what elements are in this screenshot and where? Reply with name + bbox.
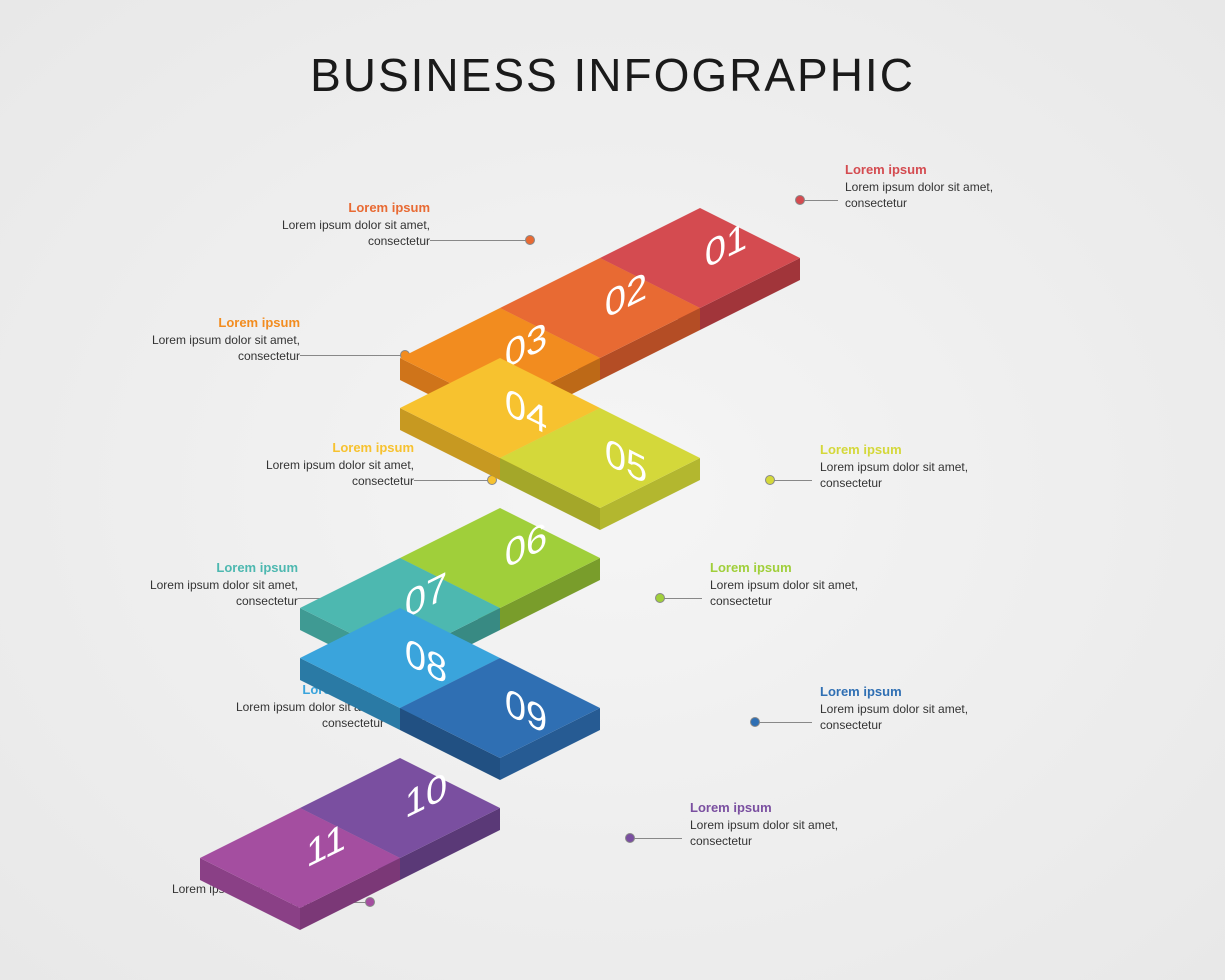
callout-01: Lorem ipsum Lorem ipsum dolor sit amet, c… xyxy=(845,162,1015,211)
callout-heading-04: Lorem ipsum xyxy=(244,440,414,455)
callout-heading-07: Lorem ipsum xyxy=(128,560,298,575)
callout-07: Lorem ipsum Lorem ipsum dolor sit amet, c… xyxy=(128,560,298,609)
leader-line-09 xyxy=(755,722,812,723)
callout-body-03: Lorem ipsum dolor sit amet, consectetur xyxy=(130,332,300,364)
leader-line-01 xyxy=(800,200,838,201)
leader-dot-01 xyxy=(795,195,805,205)
callout-03: Lorem ipsum Lorem ipsum dolor sit amet, c… xyxy=(130,315,300,364)
leader-line-05 xyxy=(770,480,812,481)
leader-dot-06 xyxy=(655,593,665,603)
callout-10: Lorem ipsum Lorem ipsum dolor sit amet, c… xyxy=(690,800,860,849)
callout-06: Lorem ipsum Lorem ipsum dolor sit amet, c… xyxy=(710,560,880,609)
callout-05: Lorem ipsum Lorem ipsum dolor sit amet, c… xyxy=(820,442,990,491)
leader-line-06 xyxy=(660,598,702,599)
callout-heading-03: Lorem ipsum xyxy=(130,315,300,330)
leader-dot-05 xyxy=(765,475,775,485)
leader-dot-10 xyxy=(625,833,635,843)
callout-heading-05: Lorem ipsum xyxy=(820,442,990,457)
leader-line-10 xyxy=(630,838,682,839)
leader-line-03 xyxy=(300,355,405,356)
leader-line-02 xyxy=(430,240,530,241)
callout-body-09: Lorem ipsum dolor sit amet, consectetur xyxy=(820,701,990,733)
leader-dot-09 xyxy=(750,717,760,727)
callout-heading-02: Lorem ipsum xyxy=(260,200,430,215)
callout-body-05: Lorem ipsum dolor sit amet, consectetur xyxy=(820,459,990,491)
callout-body-02: Lorem ipsum dolor sit amet, consectetur xyxy=(260,217,430,249)
callout-body-07: Lorem ipsum dolor sit amet, consectetur xyxy=(128,577,298,609)
callout-body-10: Lorem ipsum dolor sit amet, consectetur xyxy=(690,817,860,849)
infographic-stage: 0102030405060708091011Lorem ipsumLorem i… xyxy=(0,160,1225,960)
callout-body-04: Lorem ipsum dolor sit amet, consectetur xyxy=(244,457,414,489)
callout-heading-10: Lorem ipsum xyxy=(690,800,860,815)
callout-body-01: Lorem ipsum dolor sit amet, consectetur xyxy=(845,179,1015,211)
leader-dot-02 xyxy=(525,235,535,245)
page-title: BUSINESS INFOGRAPHIC xyxy=(0,48,1225,102)
callout-heading-06: Lorem ipsum xyxy=(710,560,880,575)
callout-heading-01: Lorem ipsum xyxy=(845,162,1015,177)
callout-body-06: Lorem ipsum dolor sit amet, consectetur xyxy=(710,577,880,609)
callout-09: Lorem ipsum Lorem ipsum dolor sit amet, c… xyxy=(820,684,990,733)
callout-02: Lorem ipsum Lorem ipsum dolor sit amet, c… xyxy=(260,200,430,249)
callout-04: Lorem ipsum Lorem ipsum dolor sit amet, c… xyxy=(244,440,414,489)
callout-heading-09: Lorem ipsum xyxy=(820,684,990,699)
